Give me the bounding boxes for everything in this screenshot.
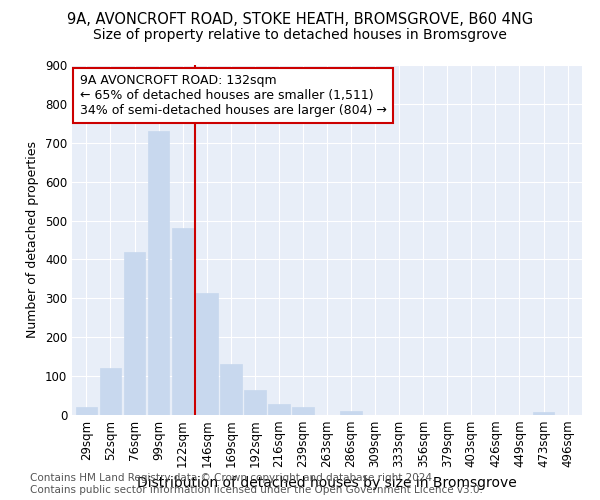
Bar — [533, 412, 554, 415]
X-axis label: Distribution of detached houses by size in Bromsgrove: Distribution of detached houses by size … — [137, 476, 517, 490]
Bar — [100, 368, 121, 415]
Text: Size of property relative to detached houses in Bromsgrove: Size of property relative to detached ho… — [93, 28, 507, 42]
Y-axis label: Number of detached properties: Number of detached properties — [26, 142, 40, 338]
Bar — [148, 131, 169, 415]
Bar — [124, 252, 145, 415]
Bar — [76, 407, 97, 415]
Bar — [292, 407, 314, 415]
Bar — [172, 228, 193, 415]
Bar — [268, 404, 290, 415]
Bar — [244, 390, 266, 415]
Text: Contains HM Land Registry data © Crown copyright and database right 2024.
Contai: Contains HM Land Registry data © Crown c… — [30, 474, 483, 495]
Text: 9A AVONCROFT ROAD: 132sqm
← 65% of detached houses are smaller (1,511)
34% of se: 9A AVONCROFT ROAD: 132sqm ← 65% of detac… — [80, 74, 386, 116]
Bar — [196, 292, 218, 415]
Bar — [340, 411, 362, 415]
Text: 9A, AVONCROFT ROAD, STOKE HEATH, BROMSGROVE, B60 4NG: 9A, AVONCROFT ROAD, STOKE HEATH, BROMSGR… — [67, 12, 533, 28]
Bar — [220, 364, 242, 415]
